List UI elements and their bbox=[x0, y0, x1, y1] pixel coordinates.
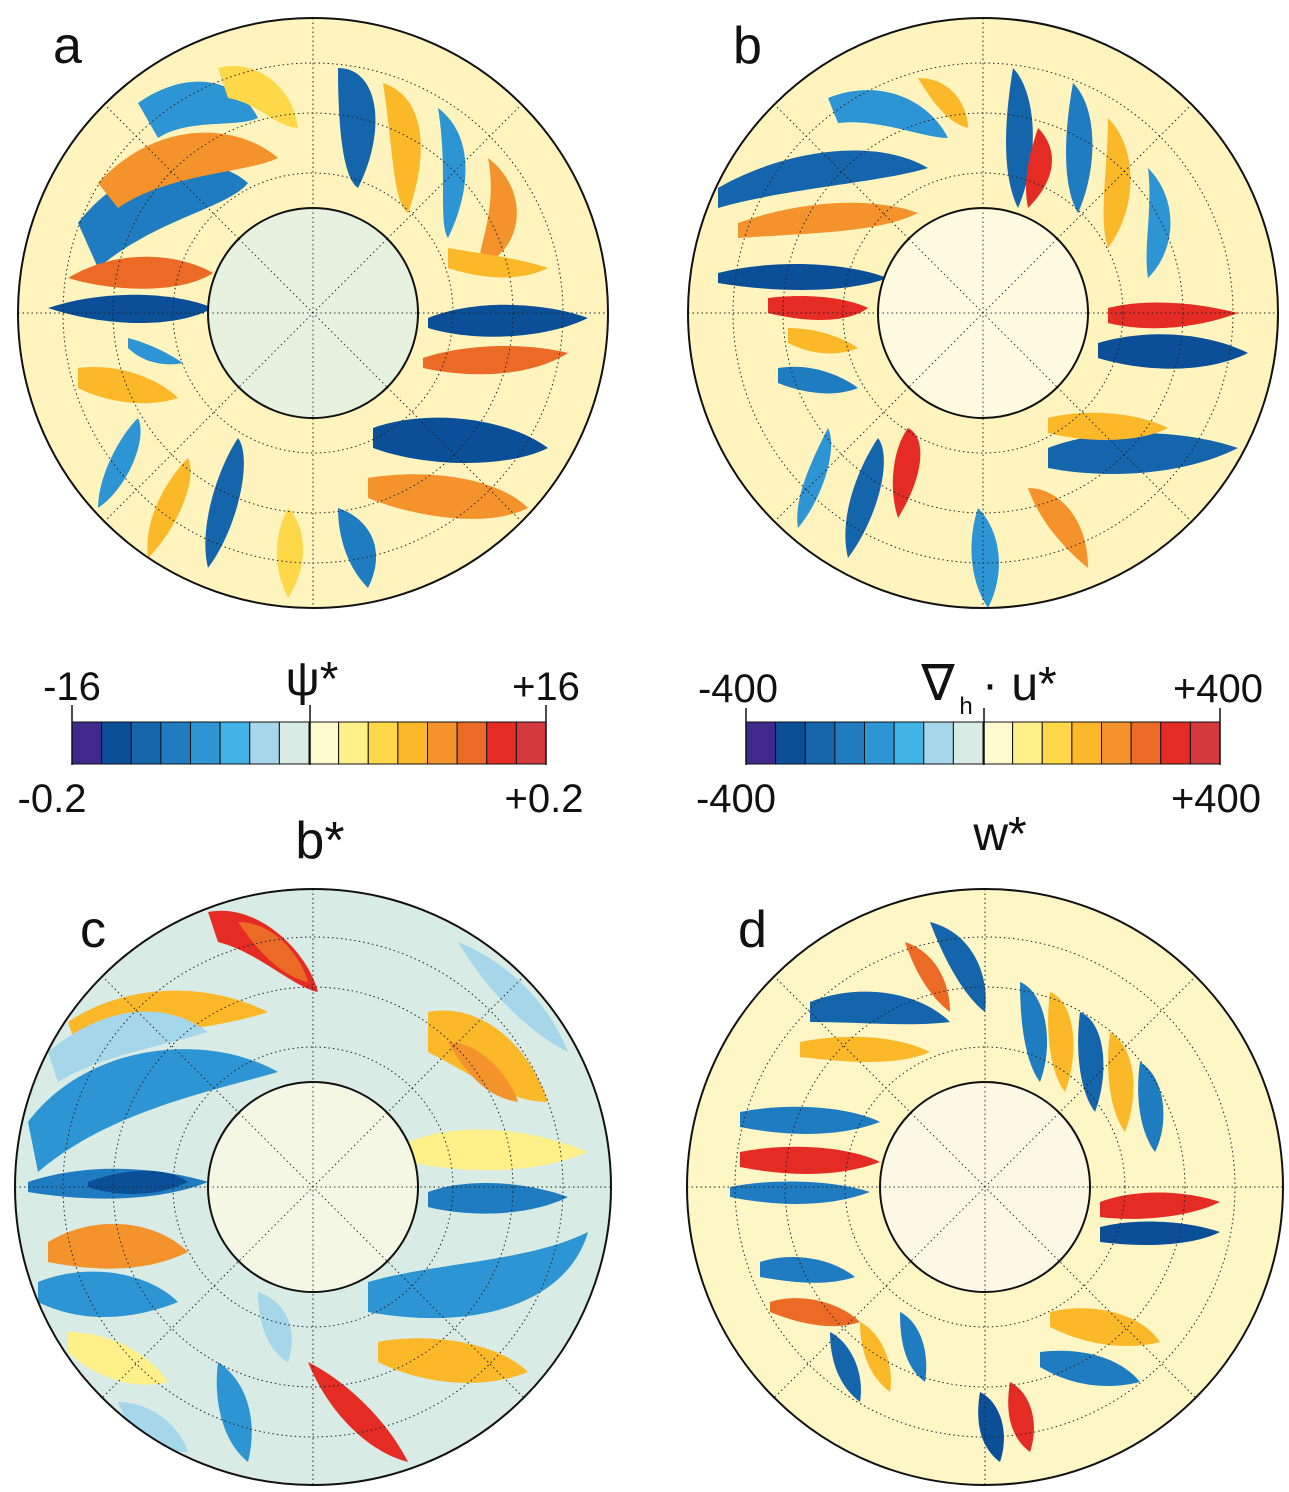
colorbar-left-bottom-symbol: b* bbox=[295, 812, 344, 870]
colorbar-right-top-symbol-rest: · u* bbox=[982, 658, 1057, 711]
colorbar-swatch bbox=[190, 721, 221, 765]
colorbar-swatch bbox=[71, 721, 103, 765]
colorbar-right-nabla: ∇ bbox=[920, 655, 955, 711]
colorbar-swatch bbox=[515, 721, 547, 765]
colorbar-right-bottom-min: -400 bbox=[696, 777, 776, 821]
colorbar-swatch bbox=[486, 721, 517, 765]
colorbar-swatch bbox=[1101, 721, 1132, 765]
colorbar-left-swatches bbox=[71, 721, 547, 765]
colorbar-swatch bbox=[804, 721, 836, 765]
colorbar-swatch bbox=[397, 721, 428, 765]
panel-b: b bbox=[678, 8, 1288, 618]
colorbar-swatch bbox=[952, 721, 984, 765]
colorbar-right-top-min: -400 bbox=[698, 667, 778, 711]
colorbar-left-top-symbol: ψ* bbox=[286, 653, 339, 706]
colorbar-swatch bbox=[1041, 721, 1073, 765]
colorbar-left-top-min: -16 bbox=[43, 665, 101, 709]
colorbar-swatch bbox=[923, 721, 954, 765]
polar-grid-a bbox=[18, 18, 608, 608]
colorbar-swatch bbox=[1189, 721, 1221, 765]
colorbar-swatch bbox=[101, 721, 132, 765]
colorbar-swatch bbox=[427, 721, 458, 765]
colorbar-swatch bbox=[456, 721, 488, 765]
polar-plot-a bbox=[17, 17, 609, 609]
colorbar-swatch bbox=[864, 721, 895, 765]
colorbar-swatch bbox=[1130, 721, 1162, 765]
panel-label-c: c bbox=[80, 901, 106, 959]
colorbar-left-top-max: +16 bbox=[512, 665, 580, 709]
colorbar-right-top-max: +400 bbox=[1173, 667, 1263, 711]
panel-label-b: b bbox=[733, 17, 762, 75]
panel-d: d bbox=[680, 882, 1289, 1492]
colorbar-right-bottom-max: +400 bbox=[1171, 777, 1261, 821]
colorbar-swatch bbox=[1012, 721, 1043, 765]
colorbar-left: -16 ψ* +16 -0.2 b* +0.2 bbox=[18, 640, 600, 870]
colorbar-swatch bbox=[278, 721, 310, 765]
colorbar-swatch bbox=[160, 721, 191, 765]
outer-boundary-d bbox=[686, 888, 1284, 1486]
colorbar-left-bottom-max: +0.2 bbox=[505, 777, 584, 821]
colorbar-right: -400 ∇ h · u* +400 -400 w* +400 bbox=[690, 640, 1270, 870]
colorbar-swatch bbox=[338, 721, 369, 765]
panel-a: a bbox=[8, 8, 618, 618]
colorbar-swatch bbox=[1160, 721, 1191, 765]
panel-label-d: d bbox=[738, 901, 767, 959]
colorbar-swatch bbox=[834, 721, 865, 765]
colorbar-right-nabla-sub: h bbox=[959, 693, 972, 720]
polar-plot-c bbox=[14, 888, 612, 1486]
colorbar-swatch bbox=[745, 721, 777, 765]
colorbar-swatch bbox=[308, 721, 340, 765]
colorbar-swatch bbox=[367, 721, 399, 765]
outer-boundary-c bbox=[14, 888, 612, 1486]
panel-c: c bbox=[8, 882, 618, 1492]
panel-label-a: a bbox=[53, 17, 82, 75]
colorbar-swatch bbox=[249, 721, 280, 765]
colorbar-right-swatches bbox=[745, 721, 1221, 765]
colorbar-swatch bbox=[219, 721, 251, 765]
polar-grid-b bbox=[688, 18, 1278, 608]
polar-plot-d bbox=[686, 888, 1284, 1486]
colorbar-swatch bbox=[775, 721, 806, 765]
colorbar-swatch bbox=[1071, 721, 1102, 765]
colorbar-swatch bbox=[130, 721, 162, 765]
polar-plot-b bbox=[687, 17, 1279, 609]
outer-boundary-a bbox=[17, 17, 609, 609]
colorbar-swatch bbox=[982, 721, 1014, 765]
colorbar-right-bottom-symbol: w* bbox=[972, 808, 1026, 861]
outer-boundary-b bbox=[687, 17, 1279, 609]
colorbar-left-bottom-min: -0.2 bbox=[18, 777, 87, 821]
colorbar-swatch bbox=[893, 721, 925, 765]
